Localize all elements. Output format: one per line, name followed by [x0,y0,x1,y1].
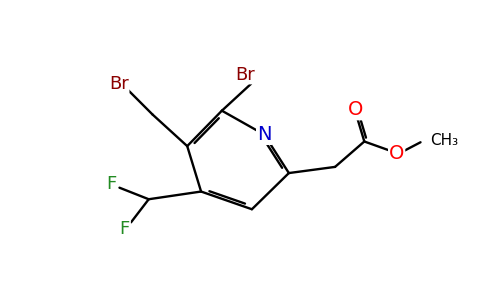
Text: N: N [257,125,272,144]
Text: F: F [120,220,130,238]
Text: O: O [348,100,363,119]
Text: O: O [389,143,404,163]
Text: CH₃: CH₃ [430,133,458,148]
Text: F: F [106,175,117,193]
Text: Br: Br [235,65,255,83]
Text: Br: Br [109,75,129,93]
